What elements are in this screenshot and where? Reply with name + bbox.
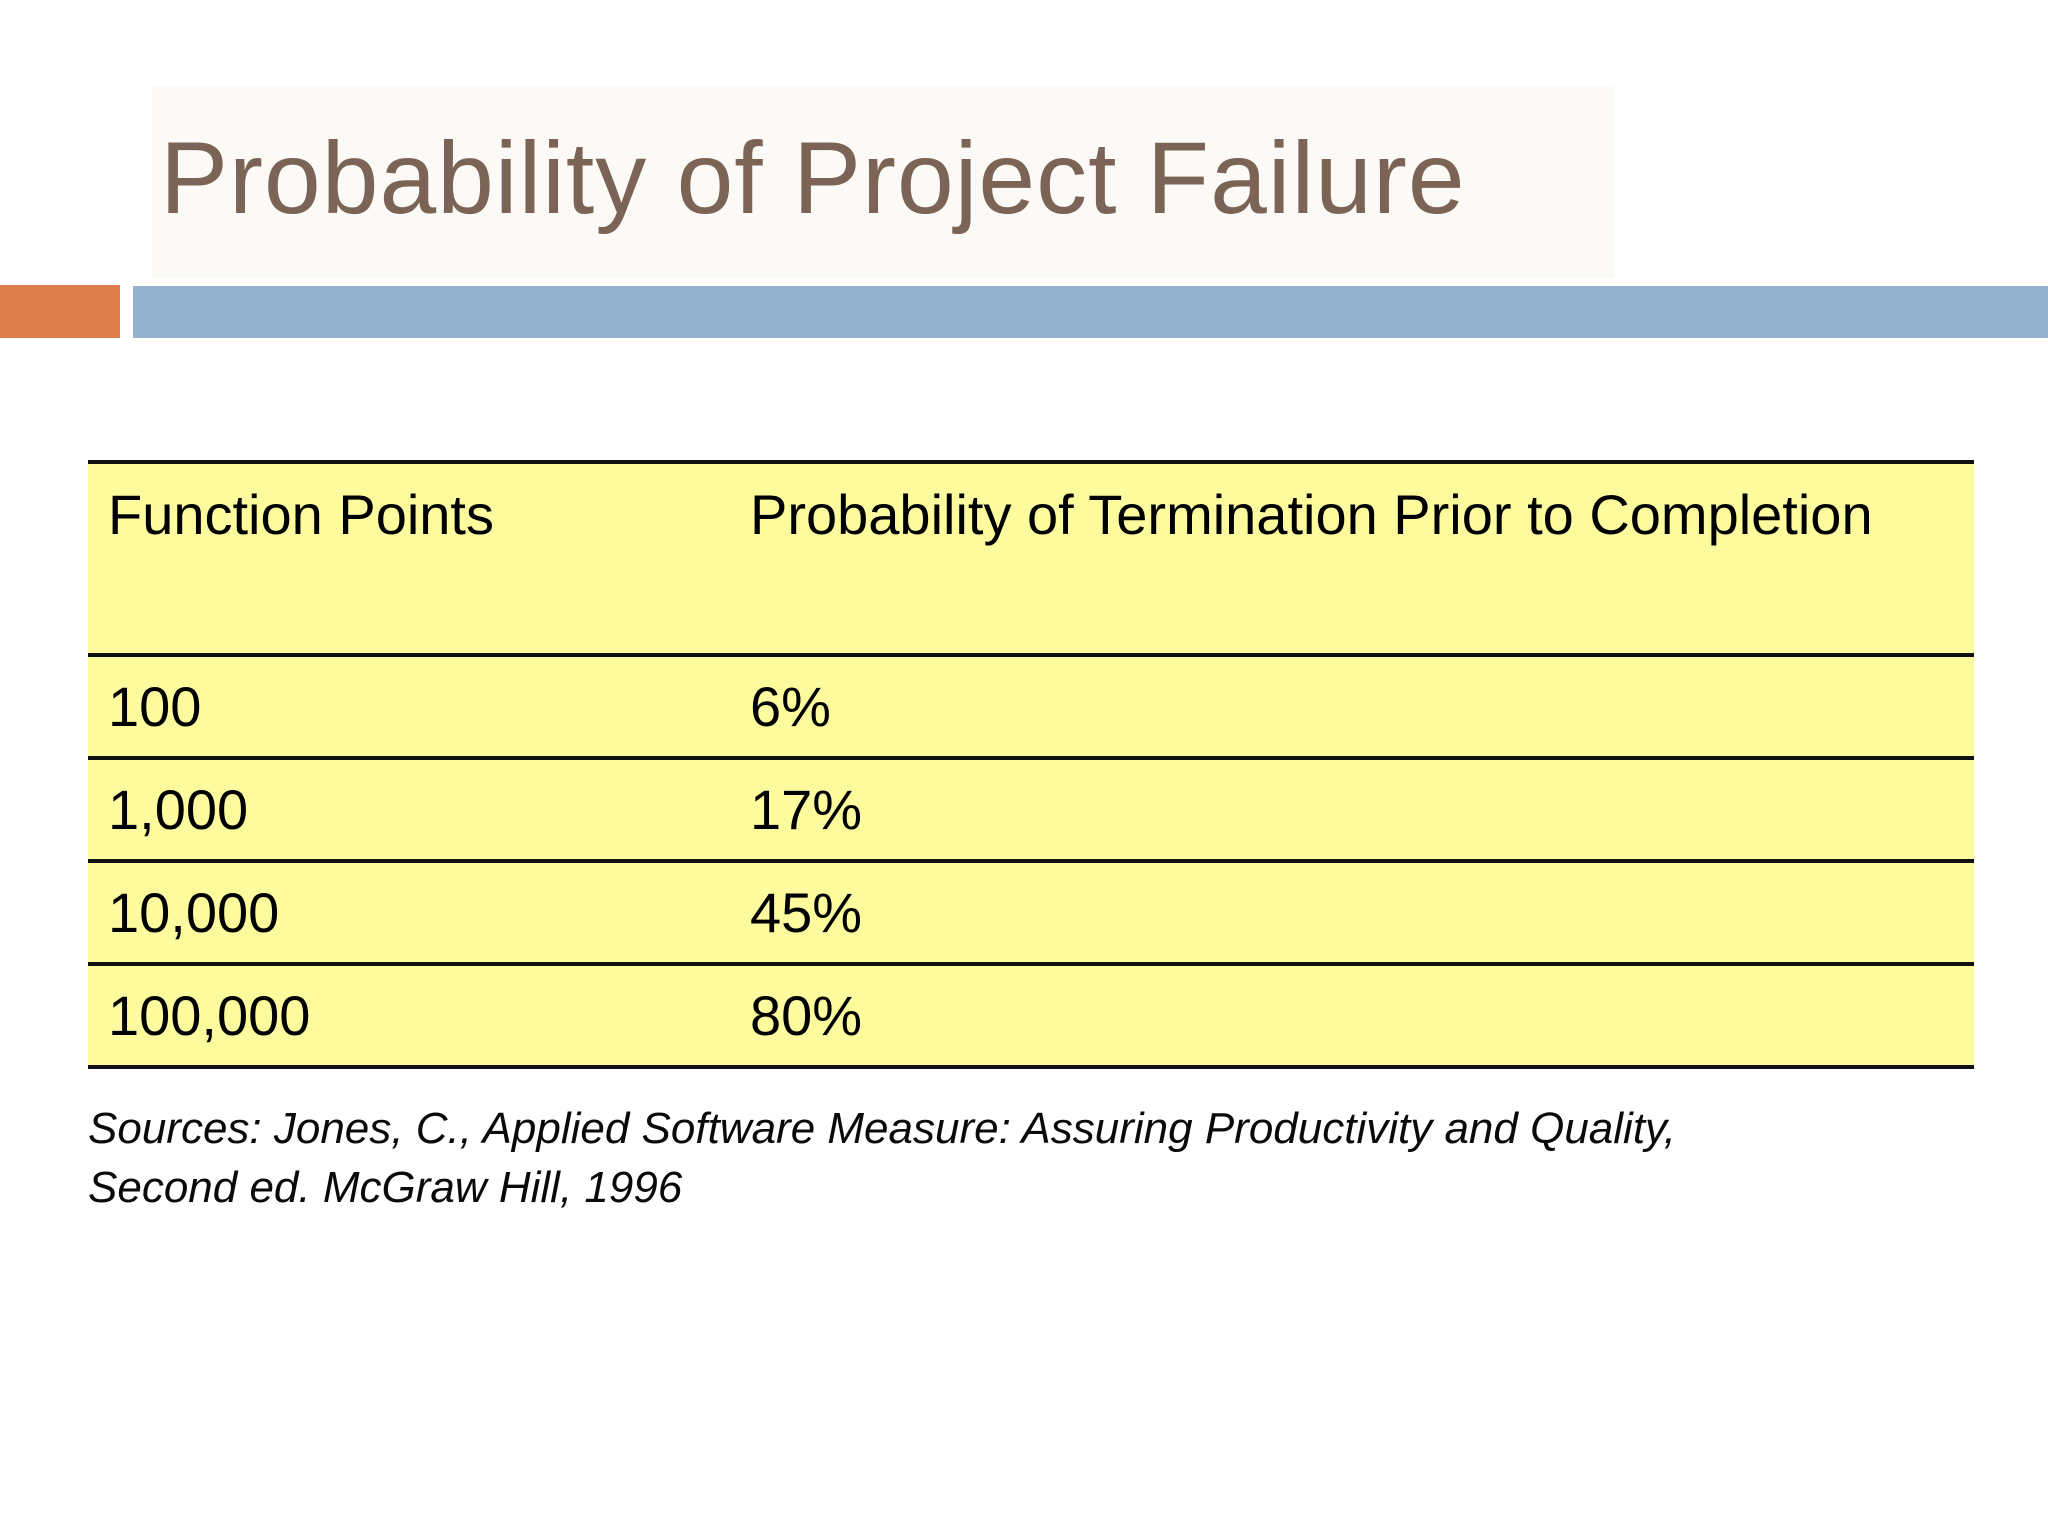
page-title: Probability of Project Failure — [160, 121, 1466, 235]
table-body: 100 6% 1,000 17% 10,000 45% 100,000 80% — [88, 653, 1974, 1069]
accent-bar-blue — [133, 286, 2048, 338]
failure-probability-table: Function Points Probability of Terminati… — [88, 460, 1974, 1069]
header-probability-termination: Probability of Termination Prior to Comp… — [750, 460, 1974, 657]
header-function-points: Function Points — [88, 460, 750, 657]
cell-function-points: 100 — [88, 653, 750, 760]
title-background-band — [152, 85, 1614, 278]
table-header: Function Points Probability of Terminati… — [88, 460, 1974, 657]
source-citation-line2: Second ed. McGraw Hill, 1996 — [88, 1162, 683, 1212]
cell-function-points: 100,000 — [88, 962, 750, 1069]
cell-probability: 80% — [750, 962, 1974, 1069]
table-row: 100 6% — [88, 653, 1974, 760]
accent-bar-orange — [0, 285, 120, 338]
source-citation-line1: Sources: Jones, C., Applied Software Mea… — [88, 1104, 1676, 1153]
cell-function-points: 10,000 — [88, 859, 750, 966]
source-citation: Sources: Jones, C., Applied Software Mea… — [88, 1100, 1676, 1218]
cell-probability: 17% — [750, 756, 1974, 863]
table-row: 1,000 17% — [88, 756, 1974, 863]
cell-probability: 45% — [750, 859, 1974, 966]
table-row: 10,000 45% — [88, 859, 1974, 966]
cell-function-points: 1,000 — [88, 756, 750, 863]
table-header-row: Function Points Probability of Terminati… — [88, 460, 1974, 657]
cell-probability: 6% — [750, 653, 1974, 760]
table-row: 100,000 80% — [88, 962, 1974, 1069]
